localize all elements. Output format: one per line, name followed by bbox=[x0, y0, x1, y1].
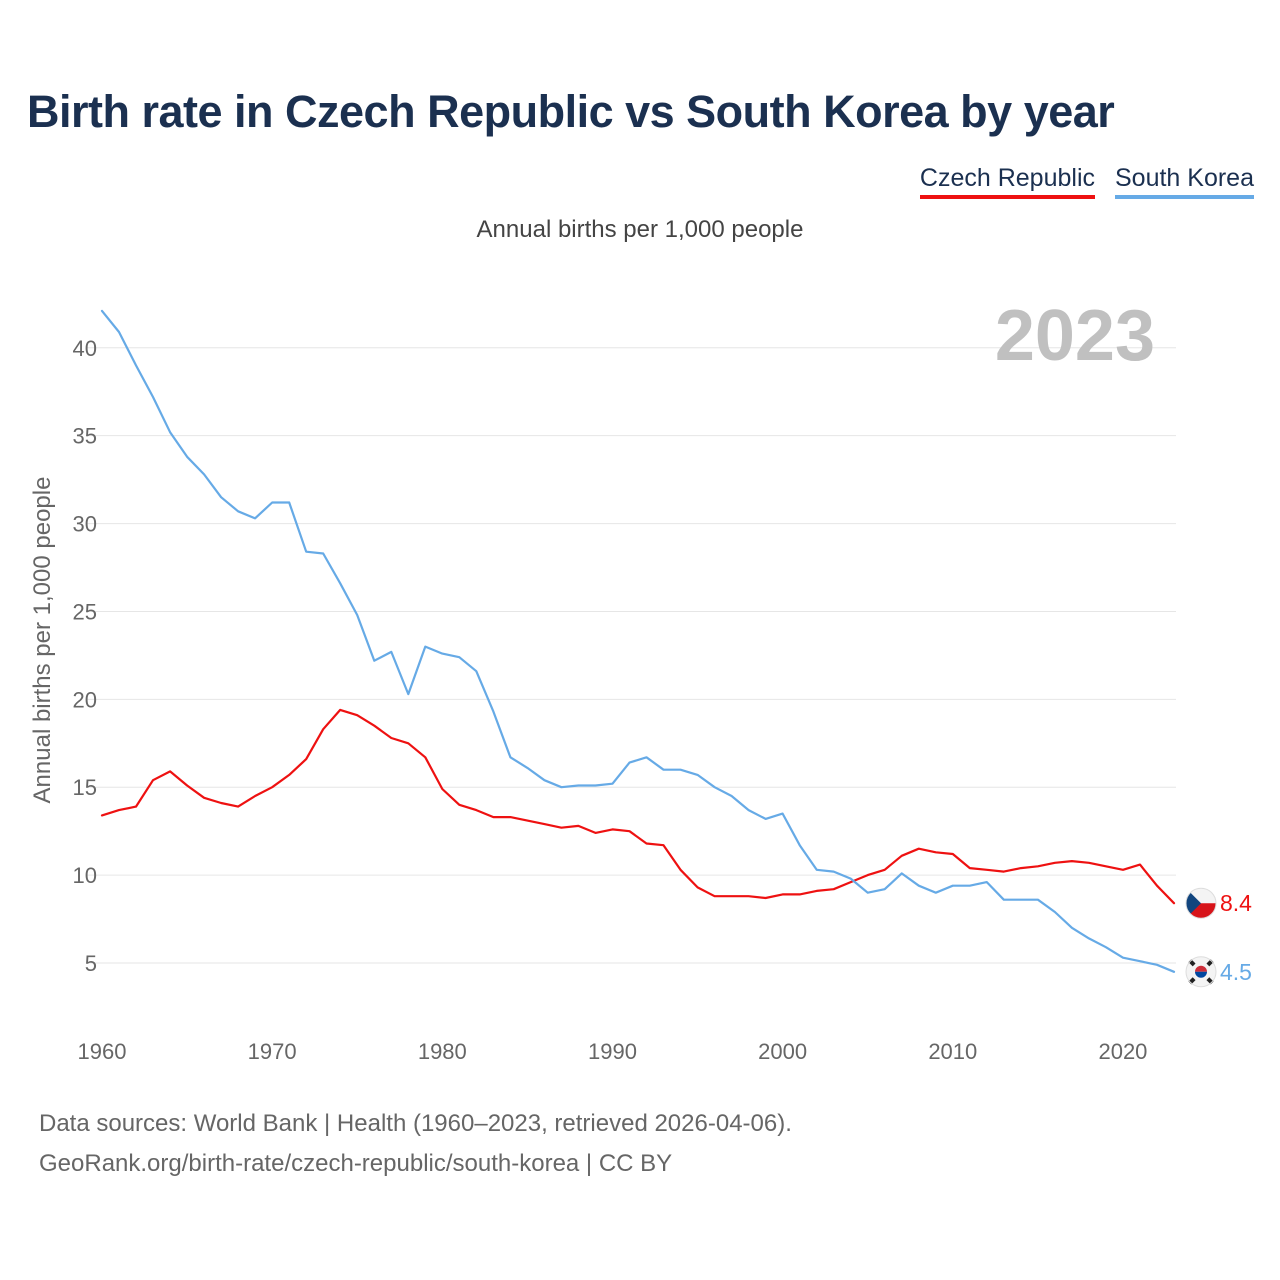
x-tick-label: 2020 bbox=[1098, 1039, 1147, 1064]
line-chart: 2023 Annual births per 1,000 people 5 10 1… bbox=[29, 296, 1252, 1064]
chart-title: Birth rate in Czech Republic vs South Ko… bbox=[27, 86, 1115, 137]
y-tick-label: 35 bbox=[73, 424, 97, 449]
legend-item-czech-republic[interactable]: Czech Republic bbox=[919, 164, 1095, 199]
x-tick-label: 2010 bbox=[928, 1039, 977, 1064]
legend: Czech Republic South Korea bbox=[919, 164, 1254, 199]
source-line-1: Data sources: World Bank | Health (1960–… bbox=[39, 1110, 792, 1137]
x-tick-label: 1960 bbox=[78, 1039, 127, 1064]
x-tick-label: 1970 bbox=[248, 1039, 297, 1064]
y-tick-label: 5 bbox=[85, 951, 97, 976]
czech-flag-icon bbox=[1185, 887, 1217, 919]
end-value-label: 8.4 bbox=[1220, 890, 1252, 916]
x-tick-label: 2000 bbox=[758, 1039, 807, 1064]
source-note: Data sources: World Bank | Health (1960–… bbox=[39, 1104, 792, 1184]
south-korea-flag-icon bbox=[1185, 956, 1217, 988]
y-tick-label: 15 bbox=[73, 775, 97, 800]
y-tick-label: 40 bbox=[73, 336, 97, 361]
y-axis-title: Annual births per 1,000 people bbox=[29, 477, 56, 804]
year-watermark: 2023 bbox=[995, 296, 1155, 376]
source-line-2[interactable]: GeoRank.org/birth-rate/czech-republic/so… bbox=[39, 1150, 673, 1177]
x-tick-label: 1990 bbox=[588, 1039, 637, 1064]
series-line-south-korea bbox=[100, 309, 1176, 973]
legend-item-south-korea[interactable]: South Korea bbox=[1115, 164, 1254, 199]
x-tick-label: 1980 bbox=[418, 1039, 467, 1064]
y-tick-label: 20 bbox=[73, 687, 97, 712]
chart-subtitle: Annual births per 1,000 people bbox=[476, 216, 804, 243]
y-tick-label: 30 bbox=[73, 512, 97, 537]
end-value-label: 4.5 bbox=[1220, 959, 1252, 985]
y-tick-label: 25 bbox=[73, 599, 97, 624]
series-line-czech-republic bbox=[100, 708, 1176, 905]
y-tick-label: 10 bbox=[73, 863, 97, 888]
